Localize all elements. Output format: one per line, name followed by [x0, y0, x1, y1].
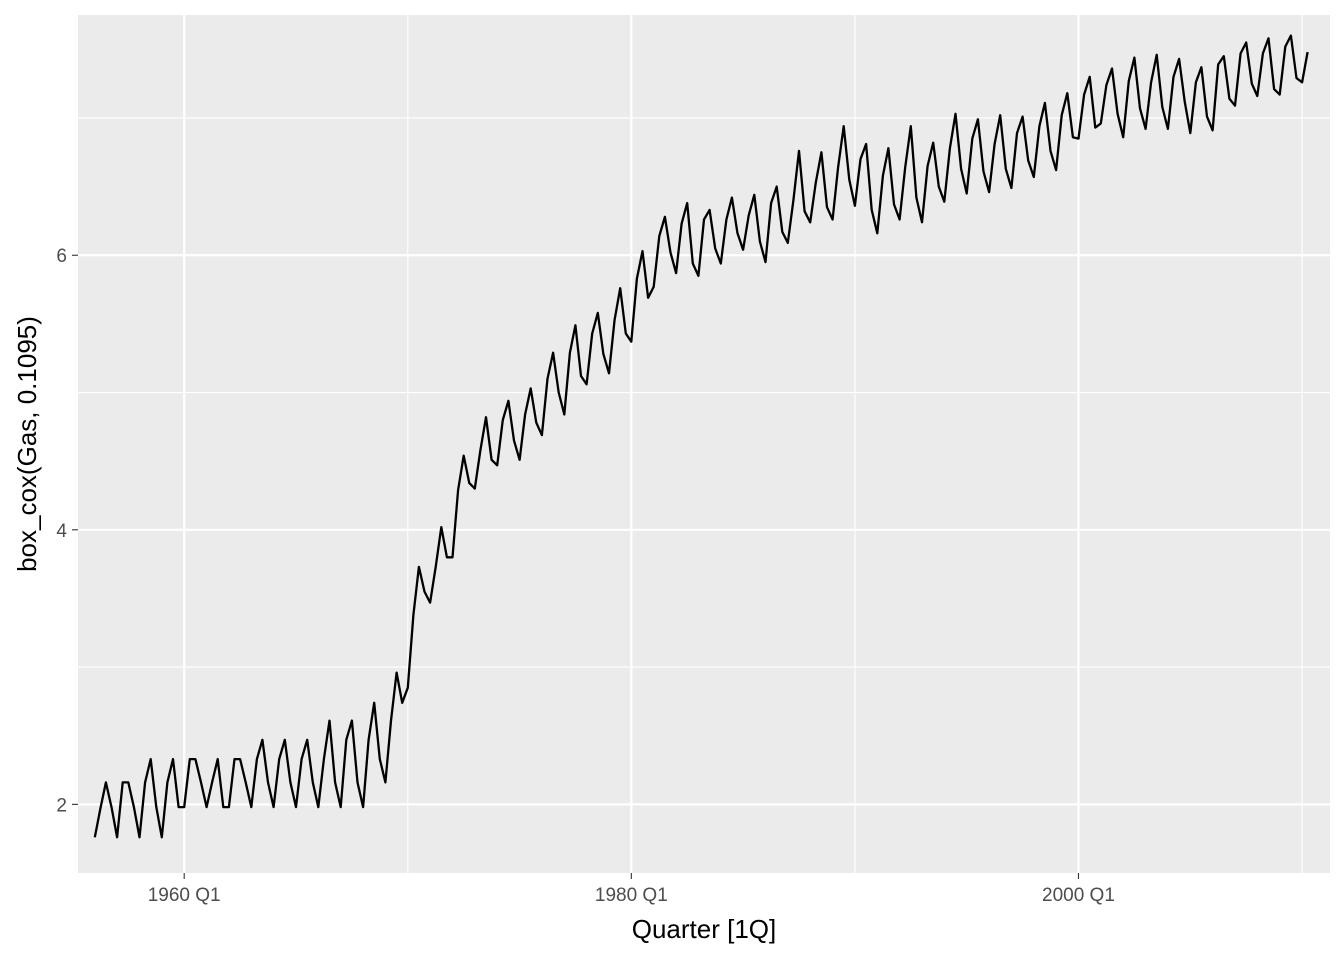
major-gridlines [78, 15, 1330, 873]
panel-background [78, 15, 1330, 873]
x-axis: 1960 Q1 1980 Q1 2000 Q1 [148, 873, 1115, 906]
y-axis: 2 4 6 [56, 246, 78, 816]
y-tick-label: 2 [56, 795, 67, 816]
minor-gridlines [78, 15, 1330, 873]
y-axis-title: box_cox(Gas, 0.1095) [12, 316, 42, 572]
x-tick-label: 1960 Q1 [148, 885, 221, 906]
x-tick-label: 2000 Q1 [1042, 885, 1115, 906]
x-axis-title: Quarter [1Q] [632, 914, 777, 944]
x-tick-label: 1980 Q1 [595, 885, 668, 906]
series-line [93, 34, 1309, 839]
y-tick-label: 4 [56, 521, 67, 542]
y-tick-label: 6 [56, 246, 67, 267]
